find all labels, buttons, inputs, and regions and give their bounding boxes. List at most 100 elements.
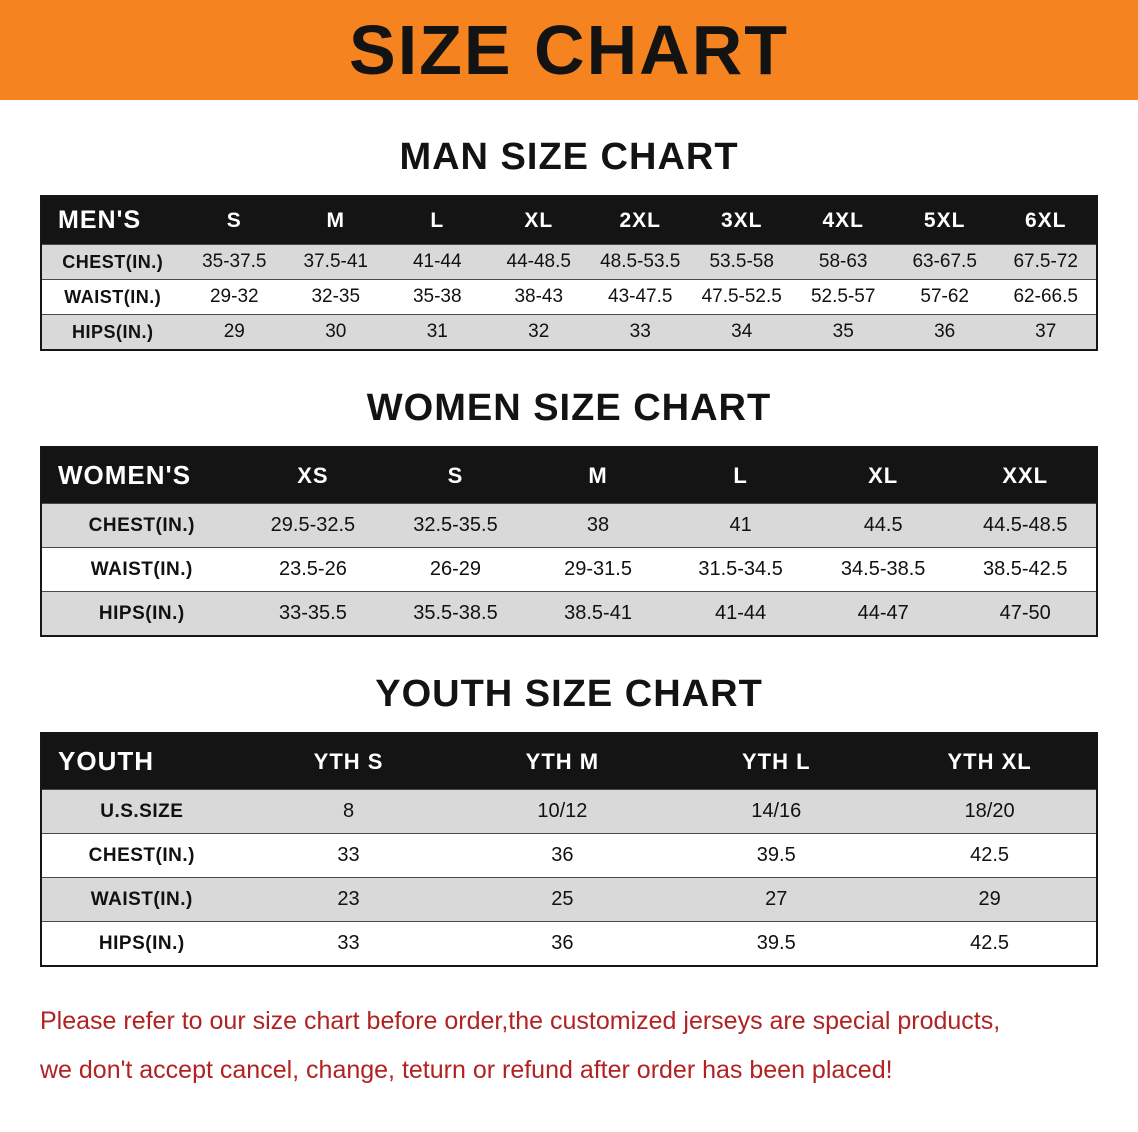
size-value: 18/20 xyxy=(964,800,1015,822)
size-column-header: YTH L xyxy=(669,733,884,790)
table-row: HIPS(IN.) 33-35.5 35.5-38.5 38.5-41 41-44 44-… xyxy=(41,591,1097,636)
size-value: 41-44 xyxy=(715,602,767,624)
row-label: HIPS(IN.) xyxy=(98,932,185,954)
size-value: 14/16 xyxy=(751,800,802,822)
size-charts: MAN SIZE CHART MEN'S S M L XL 2XL 3XL 4XL 5XL 6XL… xyxy=(0,136,1138,967)
size-value: 36 xyxy=(551,844,574,866)
size-column-header: M xyxy=(526,447,670,504)
size-value: 37 xyxy=(1035,321,1057,342)
size-value: 32.5-35.5 xyxy=(413,514,498,536)
size-value: 38 xyxy=(586,514,610,536)
size-value: 23 xyxy=(337,888,360,910)
size-column-header: XS xyxy=(241,447,385,504)
size-value: 36 xyxy=(551,932,574,954)
row-label: HIPS(IN.) xyxy=(98,602,185,624)
size-value: 62-66.5 xyxy=(1013,286,1078,307)
size-value: 33 xyxy=(337,932,360,954)
banner: SIZE CHART xyxy=(0,0,1138,100)
youth-size-chart-section: YOUTH SIZE CHART YOUTH YTH S YTH M YTH L YTH… xyxy=(0,673,1138,967)
row-label: CHEST(IN.) xyxy=(62,251,164,272)
size-value: 35 xyxy=(832,321,854,342)
size-value: 26-29 xyxy=(429,558,482,580)
size-value: 58-63 xyxy=(818,251,868,272)
size-column-header: 3XL xyxy=(690,196,793,245)
size-value: 39.5 xyxy=(756,932,796,954)
size-column-header: S xyxy=(384,447,527,504)
size-value: 23.5-26 xyxy=(278,558,347,580)
size-value: 43-47.5 xyxy=(608,286,673,307)
size-value: 47.5-52.5 xyxy=(701,286,782,307)
size-value: 25 xyxy=(551,888,574,910)
size-chart-page: SIZE CHART MAN SIZE CHART MEN'S S M L XL 2XL 3… xyxy=(0,0,1138,1095)
size-value: 29-31.5 xyxy=(564,558,632,580)
size-value: 42.5 xyxy=(970,932,1010,954)
youth-section-heading: YOUTH SIZE CHART xyxy=(375,673,763,715)
size-value: 34.5-38.5 xyxy=(840,558,926,580)
women-size-table: WOMEN'S XS S M L XL XXL CHEST(IN.) 29.5-32.5 32.5… xyxy=(40,446,1098,637)
size-column-header: YTH S xyxy=(241,733,456,790)
size-value: 48.5-53.5 xyxy=(600,251,681,272)
size-column-header: L xyxy=(669,447,812,504)
table-row: WAIST(IN.) 29-32 32-35 35-38 38-43 43-47.5 47.… xyxy=(41,279,1097,315)
size-value: 44-48.5 xyxy=(506,251,571,272)
size-value: 47-50 xyxy=(999,602,1051,624)
size-value: 42.5 xyxy=(970,844,1010,866)
size-value: 29 xyxy=(978,888,1001,910)
size-value: 67.5-72 xyxy=(1013,251,1078,272)
table-header-row: WOMEN'S XS S M L XL XXL xyxy=(41,447,1097,504)
size-column-header: S xyxy=(183,196,286,245)
size-value: 8 xyxy=(342,800,355,822)
size-value: 44-47 xyxy=(857,602,909,624)
table-row: HIPS(IN.) 29 30 31 32 33 34 35 36 37 xyxy=(41,314,1097,350)
table-header-row: MEN'S S M L XL 2XL 3XL 4XL 5XL 6XL xyxy=(41,196,1097,245)
size-value: 27 xyxy=(765,888,788,910)
table-row: WAIST(IN.) 23.5-26 26-29 29-31.5 31.5-34.5 34… xyxy=(41,547,1097,592)
table-row: CHEST(IN.) 35-37.5 37.5-41 41-44 44-48.5 48.5… xyxy=(41,244,1097,280)
men-size-chart-section: MAN SIZE CHART MEN'S S M L XL 2XL 3XL 4XL 5XL 6XL… xyxy=(0,136,1138,351)
size-value: 29.5-32.5 xyxy=(270,514,356,536)
table-row: CHEST(IN.) 33 36 39.5 42.5 xyxy=(41,833,1097,878)
size-value: 10/12 xyxy=(537,800,588,822)
size-value: 39.5 xyxy=(756,844,796,866)
size-value: 37.5-41 xyxy=(303,251,368,272)
row-label: CHEST(IN.) xyxy=(88,844,195,866)
row-label: WAIST(IN.) xyxy=(90,558,193,580)
size-value: 38.5-42.5 xyxy=(982,558,1068,580)
size-value: 57-62 xyxy=(920,286,969,307)
size-value: 53.5-58 xyxy=(709,251,774,272)
size-column-header: 2XL xyxy=(589,196,691,245)
size-value: 31.5-34.5 xyxy=(698,558,783,580)
size-column-header: L xyxy=(386,196,488,245)
size-value: 32 xyxy=(528,321,550,342)
size-value: 52.5-57 xyxy=(810,286,876,307)
size-value: 33 xyxy=(337,844,360,866)
table-row: HIPS(IN.) 33 36 39.5 42.5 xyxy=(41,921,1097,966)
size-value: 33 xyxy=(629,321,651,342)
disclaimer-line-1: Please refer to our size chart before or… xyxy=(40,1007,1001,1035)
disclaimer: Please refer to our size chart before or… xyxy=(40,997,1098,1095)
size-value: 38-43 xyxy=(514,286,564,307)
size-value: 63-67.5 xyxy=(912,251,977,272)
table-title-cell: MEN'S xyxy=(41,196,184,245)
size-column-header: YTH XL xyxy=(883,733,1097,790)
table-header-row: YOUTH YTH S YTH M YTH L YTH XL xyxy=(41,733,1097,790)
size-value: 35.5-38.5 xyxy=(413,602,498,624)
size-value: 29 xyxy=(223,321,245,342)
size-column-header: XXL xyxy=(954,447,1097,504)
size-value: 35-38 xyxy=(412,286,462,307)
size-column-header: 6XL xyxy=(995,196,1097,245)
disclaimer-line-2: we don't accept cancel, change, teturn o… xyxy=(40,1055,893,1084)
size-value: 33-35.5 xyxy=(278,602,347,624)
row-label: HIPS(IN.) xyxy=(72,321,154,342)
youth-size-table: YOUTH YTH S YTH M YTH L YTH XL U.S.SIZE 8 10/12… xyxy=(40,732,1098,967)
table-row: U.S.SIZE 8 10/12 14/16 18/20 xyxy=(41,789,1097,834)
row-label: U.S.SIZE xyxy=(100,800,184,822)
table-row: CHEST(IN.) 29.5-32.5 32.5-35.5 38 41 44.5 44.5… xyxy=(41,503,1097,548)
row-label: WAIST(IN.) xyxy=(90,888,193,910)
size-value: 44.5-48.5 xyxy=(982,514,1068,536)
size-value: 44.5 xyxy=(863,514,903,536)
row-label: CHEST(IN.) xyxy=(88,514,195,536)
size-value: 36 xyxy=(934,321,956,342)
size-value: 32-35 xyxy=(311,286,361,307)
row-label: WAIST(IN.) xyxy=(64,286,162,307)
